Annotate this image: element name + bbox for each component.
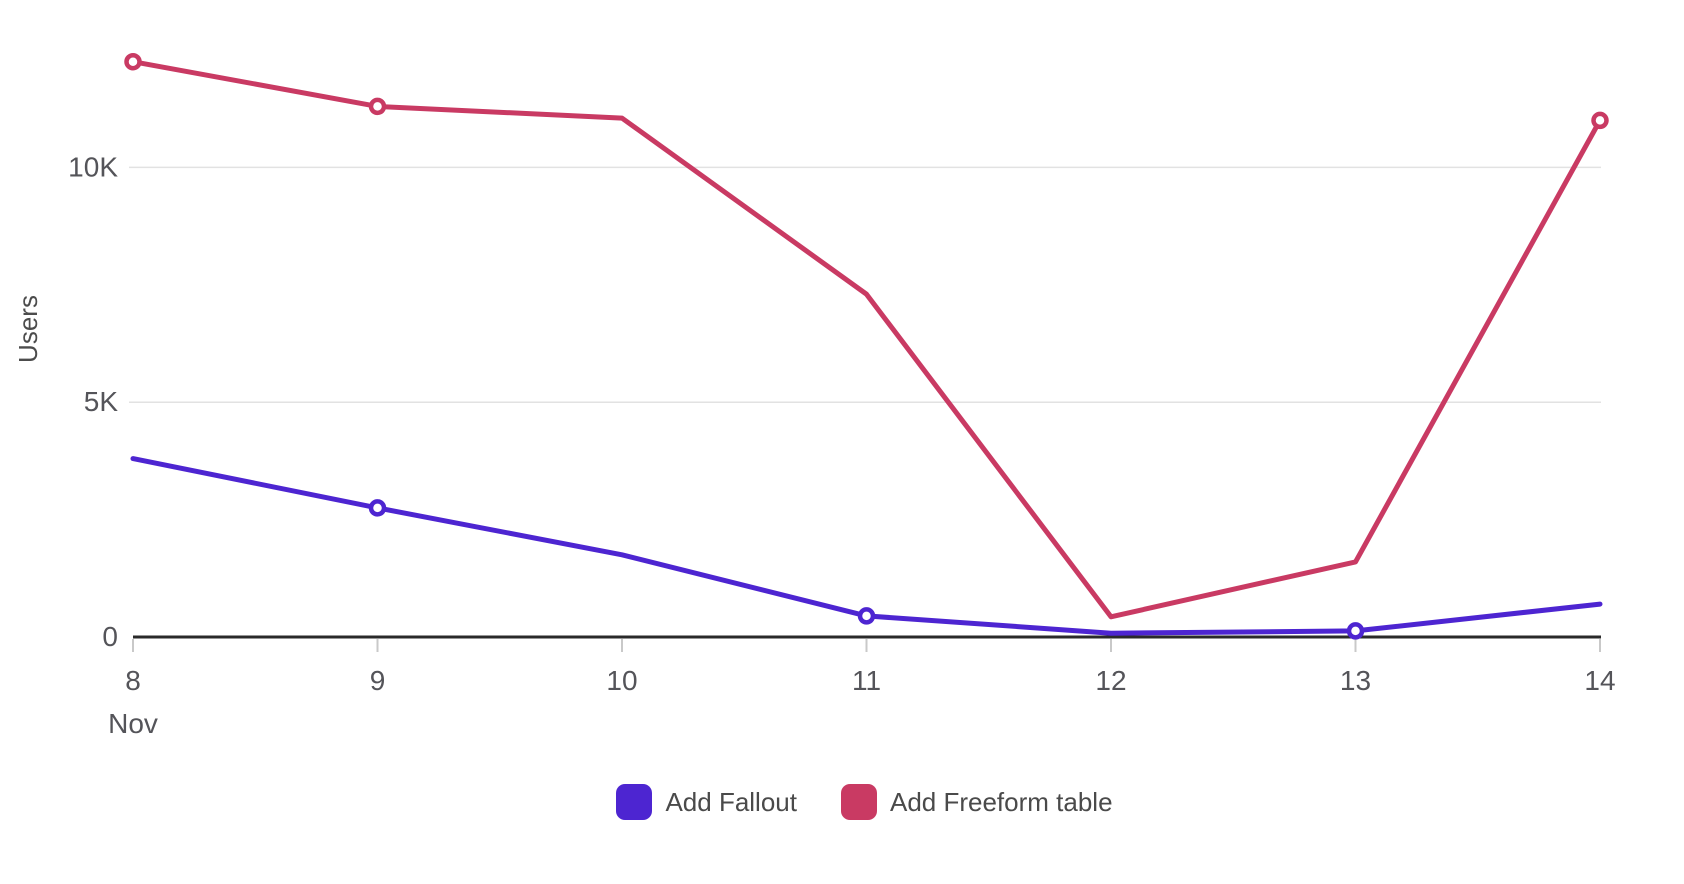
y-tick-label-10k: 10K (68, 151, 118, 182)
legend-label-add-freeform-table: Add Freeform table (889, 786, 1113, 817)
legend-item-add-fallout[interactable]: Add Fallout (616, 784, 797, 820)
data-point-marker-add-fallout (1346, 622, 1365, 640)
x-tick-label-13: 13 (1340, 665, 1371, 696)
data-point-marker-add-freeform-table (124, 52, 142, 71)
x-tick-label-9: 9 (370, 665, 386, 696)
y-tick-label-0: 0 (102, 621, 118, 652)
data-point-marker-add-fallout (857, 607, 876, 625)
series-line-add-fallout (130, 456, 1603, 636)
legend-label-add-fallout: Add Fallout (665, 786, 797, 817)
x-tick-label-14: 14 (1584, 665, 1615, 696)
x-tick-label-8: 8 (125, 665, 141, 696)
y-tick-label-5k: 5K (84, 386, 119, 417)
y-axis-title: Users (13, 295, 43, 363)
x-tick-label-11: 11 (852, 665, 881, 696)
data-point-marker-add-freeform-table (1591, 111, 1609, 130)
axis-layer: 0 5K 10K 8 9 10 11 12 13 14 Nov (68, 151, 1615, 739)
x-tick-label-12: 12 (1095, 665, 1126, 696)
legend-item-add-freeform-table[interactable]: Add Freeform table (840, 784, 1113, 820)
series-line-add-freeform-table (130, 59, 1603, 620)
x-axis-month-label: Nov (108, 708, 158, 739)
series-layer (124, 52, 1609, 640)
legend-swatch-add-freeform-table (840, 784, 877, 820)
data-point-marker-add-freeform-table (368, 97, 387, 116)
grid-layer (129, 166, 1601, 403)
chart-legend: Add Fallout Add Freeform table (0, 781, 1684, 823)
data-point-marker-add-fallout (368, 499, 387, 517)
x-tick-label-10: 10 (606, 665, 637, 696)
legend-swatch-add-fallout (616, 784, 653, 820)
